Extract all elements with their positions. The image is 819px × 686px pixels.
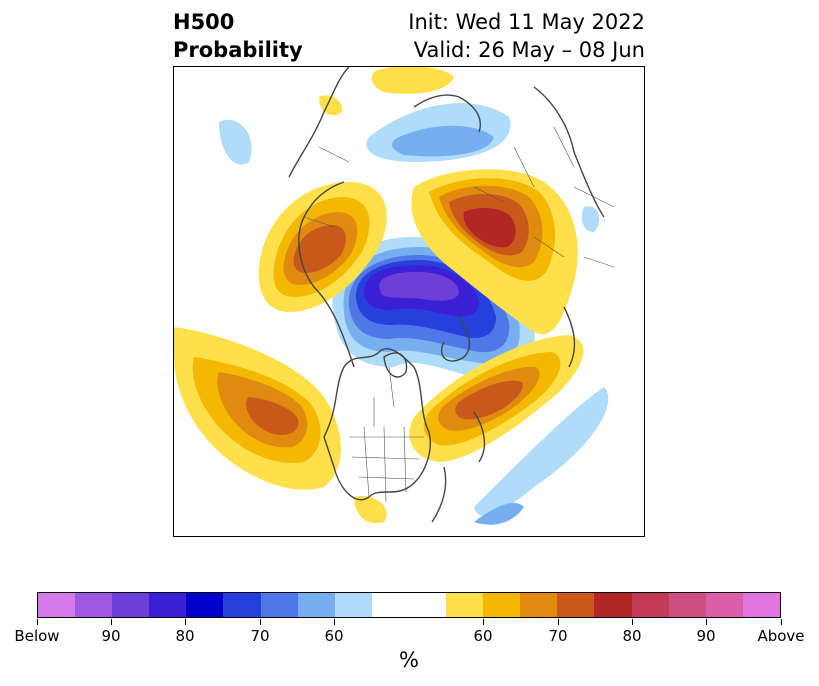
anomaly-warm-pacific-80 [246,397,299,435]
colorbar-segment [631,593,669,617]
colorbar [37,592,781,618]
title-product: Probability [173,38,303,62]
map-title: H500 Probability [173,8,303,64]
borders [303,126,615,503]
colorbar-tick-label: 90 [696,627,716,645]
colorbar-segment [297,593,335,617]
colorbar-segment [38,593,76,617]
anomaly-blue-pacific [474,502,524,525]
colorbar-tick-label: 60 [324,627,344,645]
anomaly-light-blue-pacific [474,387,609,517]
anomaly-warm-arctic-n [371,67,454,94]
colorbar-unit-label: % [399,648,419,672]
colorbar-tick [781,619,782,625]
colorbar-segment [520,593,558,617]
colorbar-segment [557,593,595,617]
colorbar-segment [260,593,298,617]
colorbar-tick-label: 80 [175,627,195,645]
anomaly-blue-alaska [392,125,494,157]
colorbar-segment [75,593,113,617]
valid-period: Valid: 26 May – 08 Jun [413,38,645,62]
colorbar-segment [668,593,706,617]
colorbar-segment [594,593,632,617]
colorbar-segment [334,593,372,617]
colorbar-tick-label: 70 [548,627,568,645]
colorbar-segment [186,593,224,617]
colorbar-tick [706,619,707,625]
colorbar-segment [408,593,447,617]
colorbar-tick [185,619,186,625]
colorbar-tick-label: 70 [250,627,270,645]
colorbar-tick [632,619,633,625]
map-canvas [174,67,615,525]
colorbar-tick [483,619,484,625]
colorbar-segment [483,593,521,617]
colorbar-segment [742,593,780,617]
anomaly-warm-canada-80 [293,225,346,273]
colorbar-segment [223,593,261,617]
colorbar-tick-label: 60 [473,627,493,645]
colorbar-segment [112,593,150,617]
anomaly-polar-core [379,271,459,301]
colorbar-segment [446,593,484,617]
colorbar-segment [149,593,187,617]
colorbar-tick [111,619,112,625]
colorbar-tick [334,619,335,625]
colorbar-tick [37,619,38,625]
probability-map [173,66,645,537]
init-date: Init: Wed 11 May 2022 [408,10,645,34]
colorbar-tick-label: Below [14,627,60,645]
anomaly-warm-eurasia-90 [463,207,516,248]
colorbar-tick-label: 90 [101,627,121,645]
anomaly-light-blue-nw [219,119,252,165]
anomaly-warm-gulf [354,496,387,524]
colorbar-segment [371,593,409,617]
colorbar-tick-label: Above [757,627,805,645]
colorbar-segment [705,593,743,617]
coastlines [288,67,605,523]
anomaly-warm-atlantic-80 [455,380,523,420]
colorbar-tick [260,619,261,625]
title-variable: H500 [173,10,235,34]
map-dates: Init: Wed 11 May 2022 Valid: 26 May – 08… [408,8,645,64]
anomaly-light-blue-east [581,206,600,232]
colorbar-tick-label: 80 [622,627,642,645]
colorbar-tick [558,619,559,625]
